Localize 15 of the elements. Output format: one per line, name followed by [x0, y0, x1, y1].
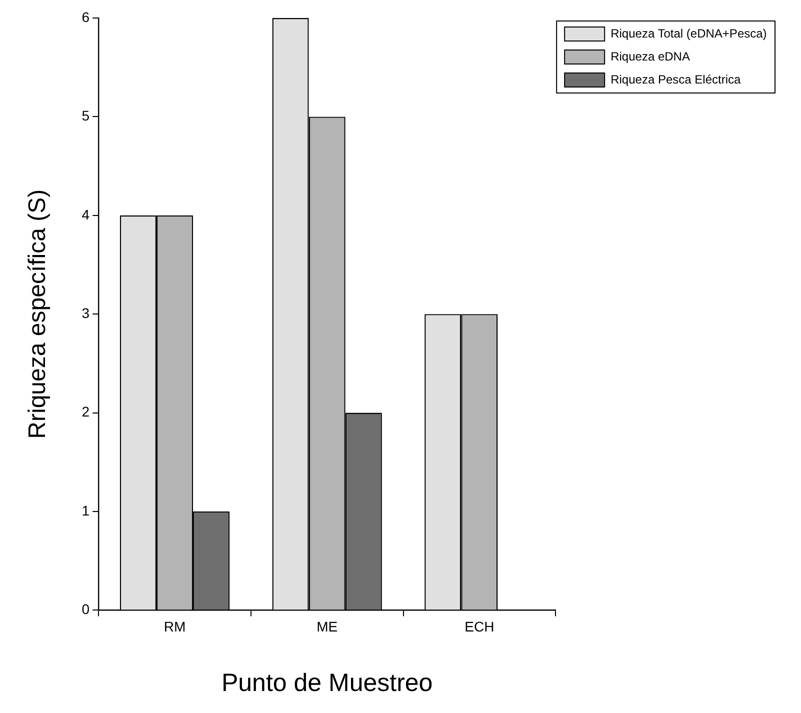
y-tick-label: 6: [82, 8, 90, 25]
x-tick-label: ME: [316, 618, 338, 634]
x-axis-title: Punto de Muestreo: [221, 668, 433, 697]
y-axis-title: Rriqueza específica (S): [24, 189, 52, 439]
x-tick-label: ECH: [464, 618, 494, 634]
legend-label: Riqueza eDNA: [610, 49, 690, 64]
x-tick-label: RM: [164, 618, 186, 634]
y-tick-label: 3: [82, 304, 90, 321]
y-tick-label: 2: [82, 404, 90, 420]
y-tick-label: 4: [82, 206, 90, 222]
y-tick-label: 0: [82, 601, 90, 618]
legend-label: Riqueza Pesca Eléctrica: [610, 72, 741, 86]
legend-label: Riqueza Total (eDNA+Pesca): [610, 26, 767, 40]
y-tick-label: 5: [82, 108, 90, 124]
y-tick-label: 1: [82, 502, 90, 518]
